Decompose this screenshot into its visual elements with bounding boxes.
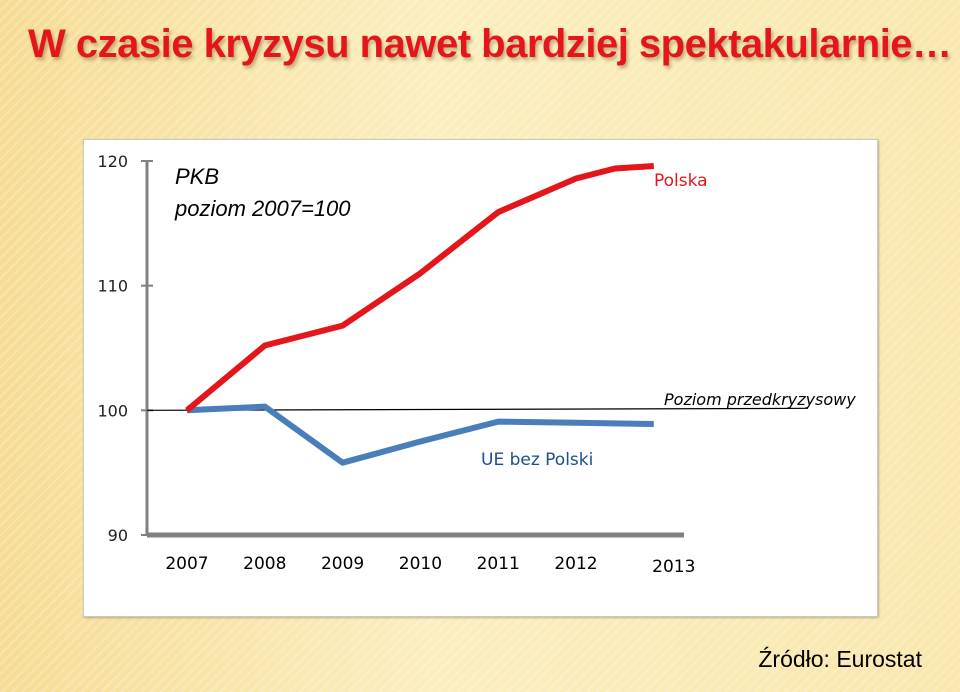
data-point-ue bbox=[262, 404, 268, 410]
data-point-polska bbox=[417, 270, 423, 276]
y-tick-label: 90 bbox=[108, 526, 128, 545]
data-point-polska bbox=[612, 165, 618, 171]
y-tick-label: 110 bbox=[97, 277, 128, 296]
data-point-ue bbox=[573, 420, 579, 426]
labels-layer: PKB poziom 2007=100 Polska UE bez Polski… bbox=[174, 164, 856, 470]
reference-line bbox=[146, 407, 809, 411]
series-label-polska: Polska bbox=[654, 171, 708, 191]
y-tick-label: 100 bbox=[97, 401, 128, 420]
data-point-polska bbox=[573, 175, 579, 181]
reference-line-label: Poziom przedkryzysowy bbox=[664, 390, 856, 409]
data-point-ue bbox=[495, 419, 501, 425]
x-tick-label: 2009 bbox=[321, 554, 364, 574]
x-tick-label: 2010 bbox=[399, 554, 442, 574]
data-point-ue bbox=[651, 421, 657, 427]
data-point-polska bbox=[340, 323, 346, 329]
x-tick-label: 2008 bbox=[243, 554, 286, 574]
chart-title: PKB bbox=[175, 164, 219, 189]
x-tick-label: 2013 bbox=[652, 557, 695, 577]
x-tick-label: 2007 bbox=[165, 554, 208, 574]
data-point-polska bbox=[651, 163, 657, 169]
data-point-polska bbox=[184, 407, 190, 413]
data-point-polska bbox=[262, 343, 268, 349]
series-line-polska bbox=[185, 163, 654, 413]
data-point-ue bbox=[340, 460, 346, 466]
slide-title: W czasie kryzysu nawet bardziej spektaku… bbox=[28, 22, 952, 66]
data-point-ue bbox=[417, 439, 423, 445]
series-layer bbox=[184, 163, 657, 466]
y-tick-label: 120 bbox=[97, 152, 128, 171]
chart-subtitle: poziom 2007=100 bbox=[174, 196, 351, 221]
x-tick-label: 2012 bbox=[554, 554, 597, 574]
series-label-ue: UE bez Polski bbox=[481, 450, 593, 470]
x-tick-label: 2011 bbox=[477, 554, 520, 574]
source-note: Źródło: Eurostat bbox=[758, 646, 922, 672]
data-point-polska bbox=[495, 209, 501, 215]
reference-layer bbox=[146, 407, 809, 411]
axes: 90 100 110 120 2007 2008 2009 2010 2011 2012 2013 bbox=[97, 152, 695, 577]
series-line-ue bbox=[186, 403, 654, 466]
